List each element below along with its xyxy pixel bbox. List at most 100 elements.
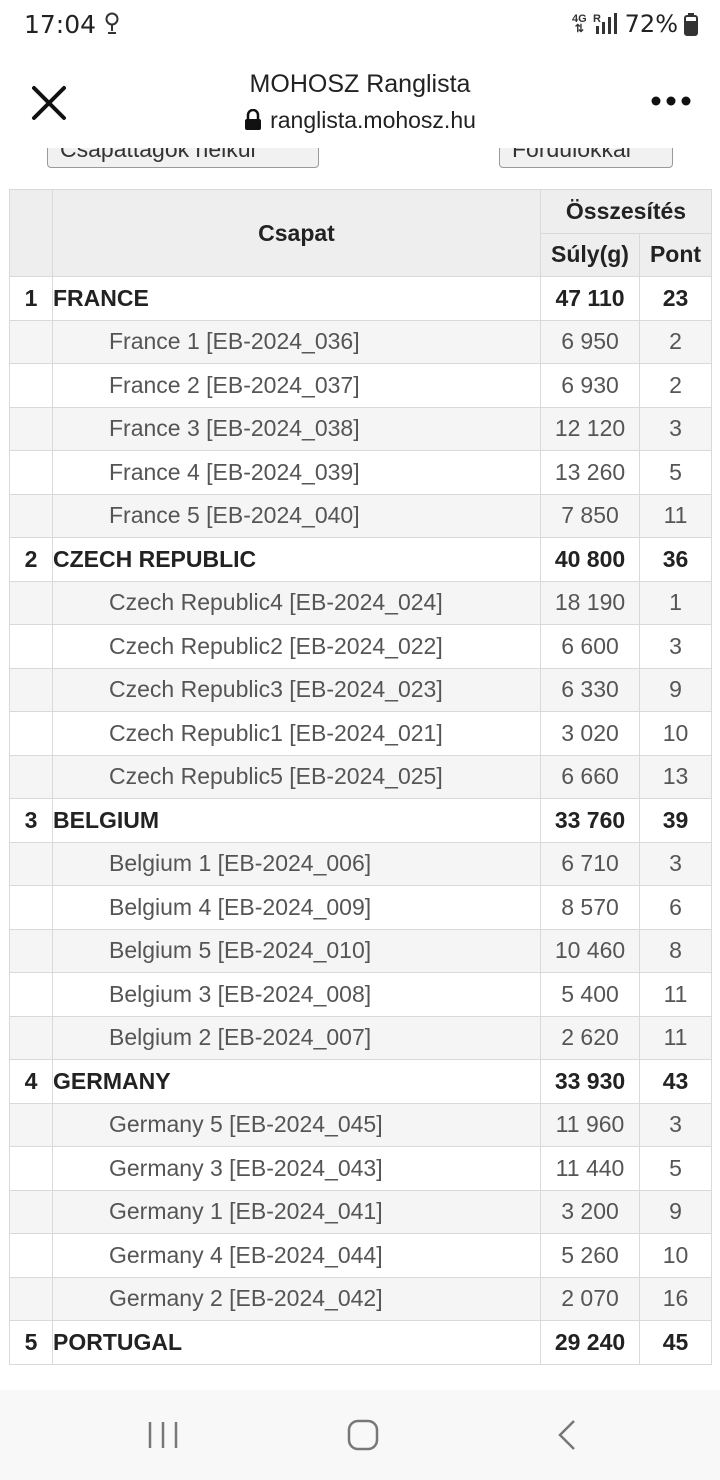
member-points: 1 xyxy=(638,580,713,625)
page-content: Csapattagok nélkül Fordulókkal Csapat Ös… xyxy=(0,148,720,1390)
recent-apps-icon[interactable] xyxy=(146,1418,180,1452)
member-rank-cell xyxy=(9,928,53,973)
member-row: Germany 3 [EB-2024_043] 11 440 5 xyxy=(9,1146,713,1191)
member-name: Germany 5 [EB-2024_045] xyxy=(52,1102,541,1147)
with-rounds-button[interactable]: Fordulókkal xyxy=(499,148,673,168)
member-name: Belgium 3 [EB-2024_008] xyxy=(52,972,541,1017)
member-points: 6 xyxy=(638,885,713,930)
ranking-body: 1 FRANCE 47 110 23 France 1 [EB-2024_036] 6 9… xyxy=(9,276,713,1365)
header-row: Csapat Összesítés xyxy=(9,189,713,277)
member-weight: 6 330 xyxy=(540,667,640,712)
android-nav-bar xyxy=(0,1390,720,1480)
member-rank-cell xyxy=(9,972,53,1017)
member-row: Czech Republic5 [EB-2024_025] 6 660 13 xyxy=(9,754,713,799)
without-members-button[interactable]: Csapattagok nélkül xyxy=(47,148,319,168)
member-name: Germany 1 [EB-2024_041] xyxy=(52,1189,541,1234)
member-rank-cell xyxy=(9,450,53,495)
ranking-table: Csapat Összesítés Súly(g) Pont 1 FRANCE 47… xyxy=(9,189,713,1365)
member-name: Belgium 4 [EB-2024_009] xyxy=(52,885,541,930)
member-row: France 3 [EB-2024_038] 12 120 3 xyxy=(9,406,713,451)
member-name: France 5 [EB-2024_040] xyxy=(52,493,541,538)
header-team: Csapat xyxy=(52,189,541,277)
member-name: France 3 [EB-2024_038] xyxy=(52,406,541,451)
member-row: France 1 [EB-2024_036] 6 950 2 xyxy=(9,319,713,364)
member-points: 11 xyxy=(638,972,713,1017)
member-weight: 12 120 xyxy=(540,406,640,451)
member-points: 9 xyxy=(638,667,713,712)
member-weight: 6 950 xyxy=(540,319,640,364)
member-rank-cell xyxy=(9,1102,53,1147)
team-rank: 2 xyxy=(9,537,53,582)
member-weight: 10 460 xyxy=(540,928,640,973)
member-row: Belgium 4 [EB-2024_009] 8 570 6 xyxy=(9,885,713,930)
header-points: Pont xyxy=(638,232,713,277)
member-points: 2 xyxy=(638,363,713,408)
member-row: France 5 [EB-2024_040] 7 850 11 xyxy=(9,493,713,538)
back-icon[interactable] xyxy=(552,1418,580,1452)
member-rank-cell xyxy=(9,624,53,669)
member-weight: 3 020 xyxy=(540,711,640,756)
page-title: MOHOSZ Ranglista xyxy=(249,70,471,98)
member-name: Czech Republic1 [EB-2024_021] xyxy=(52,711,541,756)
member-points: 16 xyxy=(638,1276,713,1321)
member-name: Belgium 1 [EB-2024_006] xyxy=(52,841,541,886)
team-weight: 40 800 xyxy=(540,537,640,582)
status-bar: 17:04 4G ⇅ R 72% xyxy=(0,0,720,52)
member-rank-cell xyxy=(9,1189,53,1234)
header-weight: Súly(g) xyxy=(540,232,640,277)
member-points: 11 xyxy=(638,1015,713,1060)
member-rank-cell xyxy=(9,580,53,625)
data-arrows-icon: ⇅ xyxy=(574,23,584,35)
member-points: 8 xyxy=(638,928,713,973)
team-weight: 47 110 xyxy=(540,276,640,321)
member-weight: 7 850 xyxy=(540,493,640,538)
home-icon[interactable] xyxy=(345,1418,381,1452)
url-bar[interactable]: ranglista.mohosz.hu xyxy=(0,107,720,134)
team-row: 4 GERMANY 33 930 43 xyxy=(9,1059,713,1104)
member-weight: 8 570 xyxy=(540,885,640,930)
member-weight: 5 260 xyxy=(540,1233,640,1278)
team-points: 36 xyxy=(638,537,713,582)
battery-icon xyxy=(684,13,698,36)
team-points: 45 xyxy=(638,1320,713,1365)
more-options-icon[interactable] xyxy=(650,94,692,108)
member-weight: 2 620 xyxy=(540,1015,640,1060)
member-row: France 4 [EB-2024_039] 13 260 5 xyxy=(9,450,713,495)
member-points: 10 xyxy=(638,711,713,756)
member-rank-cell xyxy=(9,493,53,538)
member-weight: 18 190 xyxy=(540,580,640,625)
team-row: 2 CZECH REPUBLIC 40 800 36 xyxy=(9,537,713,582)
member-row: France 2 [EB-2024_037] 6 930 2 xyxy=(9,363,713,408)
close-icon[interactable] xyxy=(28,82,70,124)
battery-percent: 72% xyxy=(624,10,678,38)
member-weight: 2 070 xyxy=(540,1276,640,1321)
member-row: Germany 1 [EB-2024_041] 3 200 9 xyxy=(9,1189,713,1234)
member-name: Czech Republic5 [EB-2024_025] xyxy=(52,754,541,799)
member-name: Germany 2 [EB-2024_042] xyxy=(52,1276,541,1321)
member-points: 3 xyxy=(638,1102,713,1147)
member-row: Czech Republic1 [EB-2024_021] 3 020 10 xyxy=(9,711,713,756)
member-name: France 1 [EB-2024_036] xyxy=(52,319,541,364)
network-indicator: 4G ⇅ xyxy=(572,14,587,35)
member-weight: 6 600 xyxy=(540,624,640,669)
header-summary: Összesítés xyxy=(539,189,713,234)
team-row: 1 FRANCE 47 110 23 xyxy=(9,276,713,321)
member-weight: 11 960 xyxy=(540,1102,640,1147)
member-name: Czech Republic3 [EB-2024_023] xyxy=(52,667,541,712)
member-name: Germany 3 [EB-2024_043] xyxy=(52,1146,541,1191)
team-weight: 33 760 xyxy=(540,798,640,843)
member-name: France 2 [EB-2024_037] xyxy=(52,363,541,408)
team-name: BELGIUM xyxy=(52,798,541,843)
member-weight: 6 710 xyxy=(540,841,640,886)
team-row: 3 BELGIUM 33 760 39 xyxy=(9,798,713,843)
member-row: Belgium 5 [EB-2024_010] 10 460 8 xyxy=(9,928,713,973)
member-rank-cell xyxy=(9,841,53,886)
url-text: ranglista.mohosz.hu xyxy=(270,107,476,133)
member-points: 5 xyxy=(638,450,713,495)
member-row: Belgium 2 [EB-2024_007] 2 620 11 xyxy=(9,1015,713,1060)
team-rank: 3 xyxy=(9,798,53,843)
member-name: Belgium 2 [EB-2024_007] xyxy=(52,1015,541,1060)
member-weight: 5 400 xyxy=(540,972,640,1017)
member-rank-cell xyxy=(9,667,53,712)
member-rank-cell xyxy=(9,319,53,364)
